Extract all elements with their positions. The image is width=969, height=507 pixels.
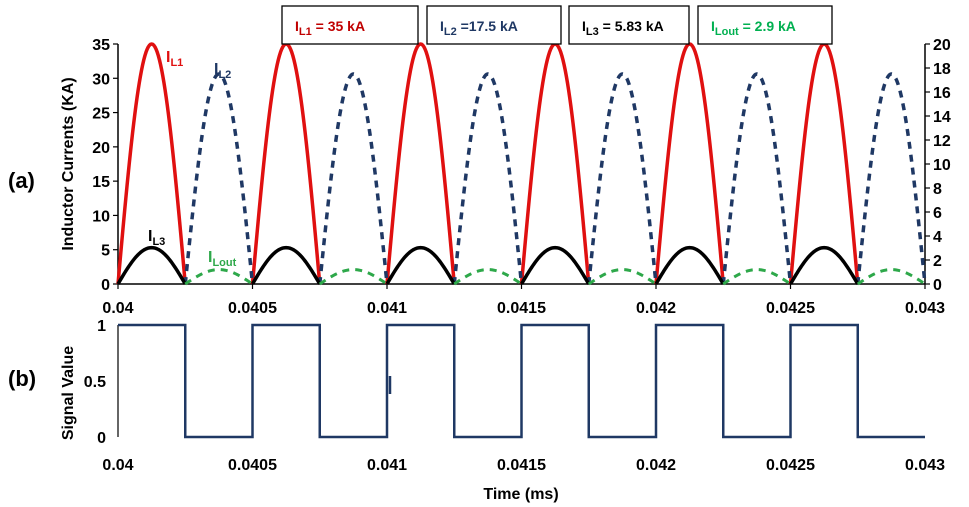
y-tick-label: 25	[92, 106, 110, 123]
series-label-il2: IL2	[214, 61, 231, 81]
series-ilout-pulse	[318, 268, 388, 286]
series-il2-pulse	[856, 72, 927, 285]
y-tick-label: 10	[92, 208, 110, 225]
series-il3-pulse	[519, 245, 591, 285]
y-tick-label: 35	[92, 37, 110, 54]
series-ilout-pulse	[184, 268, 254, 286]
y2-tick-label: 0	[933, 277, 942, 294]
y-tick-label: 15	[92, 174, 110, 191]
series-il2-pulse	[452, 72, 524, 285]
x-tick-label: 0.041	[367, 457, 407, 474]
y-tick-label: 0.5	[84, 374, 106, 391]
legend-entry-text: IL1 = 35 kA	[295, 18, 365, 38]
y-tick-label: 1	[97, 318, 106, 335]
legend-box	[426, 5, 562, 45]
x-tick-label: 0.0405	[228, 457, 277, 474]
panel-a-chart: (a) Inductor Currents (KA)051015202530350…	[8, 5, 951, 317]
series-il2-pulse	[587, 72, 658, 285]
y2-tick-label: 10	[933, 157, 951, 174]
y2-tick-label: 16	[933, 85, 951, 102]
series-il2-pulse	[318, 72, 389, 285]
x-tick-label: 0.043	[905, 300, 945, 317]
series-il3-pulse	[654, 245, 725, 285]
panel-label: (b)	[8, 366, 36, 391]
series-label-il1: IL1	[166, 49, 183, 69]
series-ilout-pulse	[856, 268, 926, 286]
y2-tick-label: 18	[933, 61, 951, 78]
legend-box	[697, 5, 833, 45]
x-tick-label: 0.04	[102, 457, 133, 474]
series-il2-pulse	[721, 72, 793, 285]
x-tick-label: 0.04	[102, 300, 133, 317]
panel-label: (a)	[8, 168, 35, 193]
series-ilout-pulse	[453, 268, 523, 286]
x-tick-label: 0.041	[367, 300, 407, 317]
y2-tick-label: 12	[933, 133, 951, 150]
series-il3-pulse	[116, 245, 187, 285]
series-ilout-pulse	[722, 268, 792, 286]
y2-tick-label: 4	[933, 229, 942, 246]
legend-entry-text: IL2 =17.5 kA	[440, 18, 518, 38]
x-tick-label: 0.0425	[766, 457, 815, 474]
y2-tick-label: 8	[933, 181, 942, 198]
y-tick-label: 5	[101, 243, 110, 260]
x-tick-label: 0.0425	[766, 300, 815, 317]
series-il1-pulse	[385, 42, 456, 285]
series-il3-pulse	[250, 245, 322, 285]
y2-tick-label: 2	[933, 253, 942, 270]
y-axis-title: Inductor Currents (KA)	[60, 77, 77, 250]
y-tick-label: 20	[92, 140, 110, 157]
y-tick-label: 0	[101, 277, 110, 294]
series-label-ilout: ILout	[208, 249, 237, 269]
y-tick-label: 30	[92, 71, 110, 88]
series-ilout-pulse	[587, 268, 657, 286]
y2-tick-label: 14	[933, 109, 951, 126]
legend-entry-text: ILout = 2.9 kA	[711, 18, 796, 38]
x-tick-label: 0.042	[636, 457, 676, 474]
legend-entry-text: IL3 = 5.83 kA	[582, 18, 664, 38]
series-il2-pulse	[183, 72, 255, 285]
y2-tick-label: 6	[933, 205, 942, 222]
x-tick-label: 0.0405	[228, 300, 277, 317]
signal-line	[118, 323, 925, 439]
y2-tick-label: 20	[933, 37, 951, 54]
series-il3-pulse	[385, 245, 456, 285]
y-tick-label: 0	[97, 430, 106, 447]
legend-box	[568, 5, 690, 45]
series-il1-pulse	[116, 42, 187, 285]
x-tick-label: 0.043	[905, 457, 945, 474]
legend-box	[281, 5, 419, 45]
x-axis-title: Time (ms)	[483, 486, 558, 503]
series-il3-pulse	[788, 245, 860, 285]
panel-b-chart: (b) Signal Value Time (ms) 0 0.5 1 0.04 0.0405 0…	[8, 318, 945, 503]
x-tick-label: 0.0415	[497, 300, 546, 317]
series-label-il3: IL3	[148, 228, 165, 248]
x-tick-label: 0.0415	[497, 457, 546, 474]
y-axis-title: Signal Value	[60, 346, 77, 440]
x-tick-label: 0.042	[636, 300, 676, 317]
